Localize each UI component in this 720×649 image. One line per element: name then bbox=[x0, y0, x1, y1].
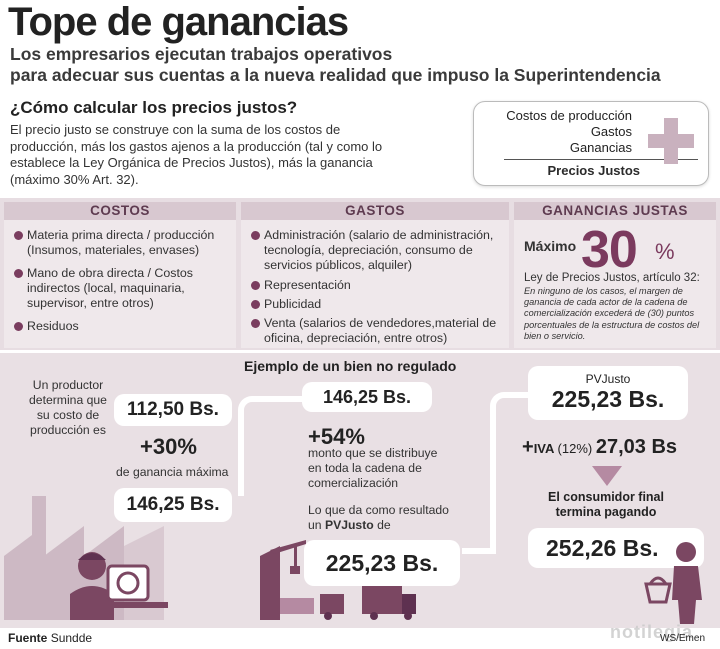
pvjusto-label: PVJusto bbox=[585, 372, 631, 386]
max-percent-value: 30 bbox=[581, 221, 638, 279]
gastos-item-3: Publicidad bbox=[251, 297, 503, 312]
percent-sign: % bbox=[655, 239, 675, 264]
pvjusto-value: 225,23 Bs. bbox=[304, 540, 460, 586]
costos-header: COSTOS bbox=[4, 202, 236, 220]
result-text-suffix: de bbox=[377, 518, 391, 532]
costos-column: COSTOS Materia prima directa / producció… bbox=[4, 202, 236, 348]
subtitle-line-1: Los empresarios ejecutan trabajos operat… bbox=[10, 44, 393, 64]
formula-total: Precios Justos bbox=[547, 163, 641, 178]
connector-road-3 bbox=[462, 548, 496, 558]
connector-road-1 bbox=[238, 396, 304, 496]
connector-road-2 bbox=[490, 392, 532, 552]
costos-item-2: Mano de obra directa / Costos indirectos… bbox=[14, 266, 224, 311]
plus-54-text: monto que se distribuye en toda la caden… bbox=[308, 446, 438, 490]
plus-30-label: de ganancia máxima bbox=[116, 465, 229, 479]
formula-costos: Costos de producción bbox=[506, 108, 632, 123]
iva-percent: (12%) bbox=[557, 441, 593, 456]
pvjusto-top-value: 225,23 Bs. bbox=[551, 386, 665, 412]
subtitle-line-2: para adecuar sus cuentas a la nueva real… bbox=[10, 65, 661, 85]
source-label: Fuente Sundde bbox=[8, 631, 92, 645]
gastos-item-2: Representación bbox=[251, 278, 503, 293]
warehouse-truck-icon bbox=[260, 540, 416, 620]
gastos-item-1: Administración (salario de administració… bbox=[251, 228, 503, 273]
law-text: En ninguno de los casos, el margen de ga… bbox=[524, 286, 700, 341]
gastos-item-4: Venta (salarios de vendedores,material d… bbox=[251, 316, 503, 346]
source-prefix: Fuente bbox=[8, 631, 48, 645]
formula-ganancias: Ganancias bbox=[569, 140, 632, 155]
formula-box: Costos de producción Gastos Ganancias Pr… bbox=[473, 101, 709, 186]
formula-divider bbox=[504, 159, 698, 160]
plus-icon-iva: + bbox=[522, 436, 534, 458]
plus-54-value: +54% bbox=[308, 424, 365, 449]
after-30-value: 146,25 Bs. bbox=[114, 488, 232, 522]
source-name: Sundde bbox=[50, 631, 93, 645]
costos-item-1: Materia prima directa / producción (Insu… bbox=[14, 228, 224, 258]
result-text-bold: PVJusto bbox=[324, 518, 374, 532]
shopper-icon bbox=[644, 542, 702, 624]
gastos-column: GASTOS Administración (salario de admini… bbox=[241, 202, 509, 348]
pvjusto-box: PVJusto 225,23 Bs. bbox=[528, 366, 688, 420]
plus-icon bbox=[648, 118, 694, 164]
final-value: 252,26 Bs. bbox=[528, 528, 704, 568]
costos-item-3: Residuos bbox=[14, 319, 224, 334]
consumer-text: El consumidor final termina pagando bbox=[548, 490, 664, 519]
iva-label: IVA bbox=[533, 441, 554, 456]
plus-30-value: +30% bbox=[140, 434, 197, 459]
subtitle: Los empresarios ejecutan trabajos operat… bbox=[10, 44, 661, 86]
intro-text: El precio justo se construye con la suma… bbox=[10, 122, 383, 187]
watermark: notilegia bbox=[610, 622, 694, 642]
result-text: Lo que da como resultado un PVJusto de bbox=[308, 503, 458, 533]
iva-value: 27,03 Bs bbox=[595, 436, 678, 458]
page-title: Tope de ganancias bbox=[8, 0, 349, 44]
cost-value: 112,50 Bs. bbox=[114, 394, 232, 426]
down-arrow-icon bbox=[592, 466, 622, 486]
example-title: Ejemplo de un bien no regulado bbox=[244, 358, 457, 374]
ganancias-column: GANANCIAS JUSTAS Máximo 30 % Ley de Prec… bbox=[514, 202, 716, 348]
result-text-prefix: Lo que da como resultado un bbox=[308, 503, 449, 532]
formula-gastos: Gastos bbox=[590, 124, 632, 139]
mid-value: 146,25 Bs. bbox=[302, 382, 432, 412]
gastos-header: GASTOS bbox=[241, 202, 509, 220]
iva-line: +IVA (12%) 27,03 Bs bbox=[522, 436, 677, 459]
ganancias-header: GANANCIAS JUSTAS bbox=[514, 202, 716, 220]
worker-icon bbox=[70, 552, 168, 620]
question-heading: ¿Cómo calcular los precios justos? bbox=[10, 98, 298, 117]
max-label: Máximo bbox=[524, 238, 577, 254]
producer-text: Un productor determina que su costo de p… bbox=[29, 378, 107, 437]
law-reference: Ley de Precios Justos, artículo 32: bbox=[524, 272, 700, 284]
credit: WS/Emen bbox=[660, 633, 706, 644]
